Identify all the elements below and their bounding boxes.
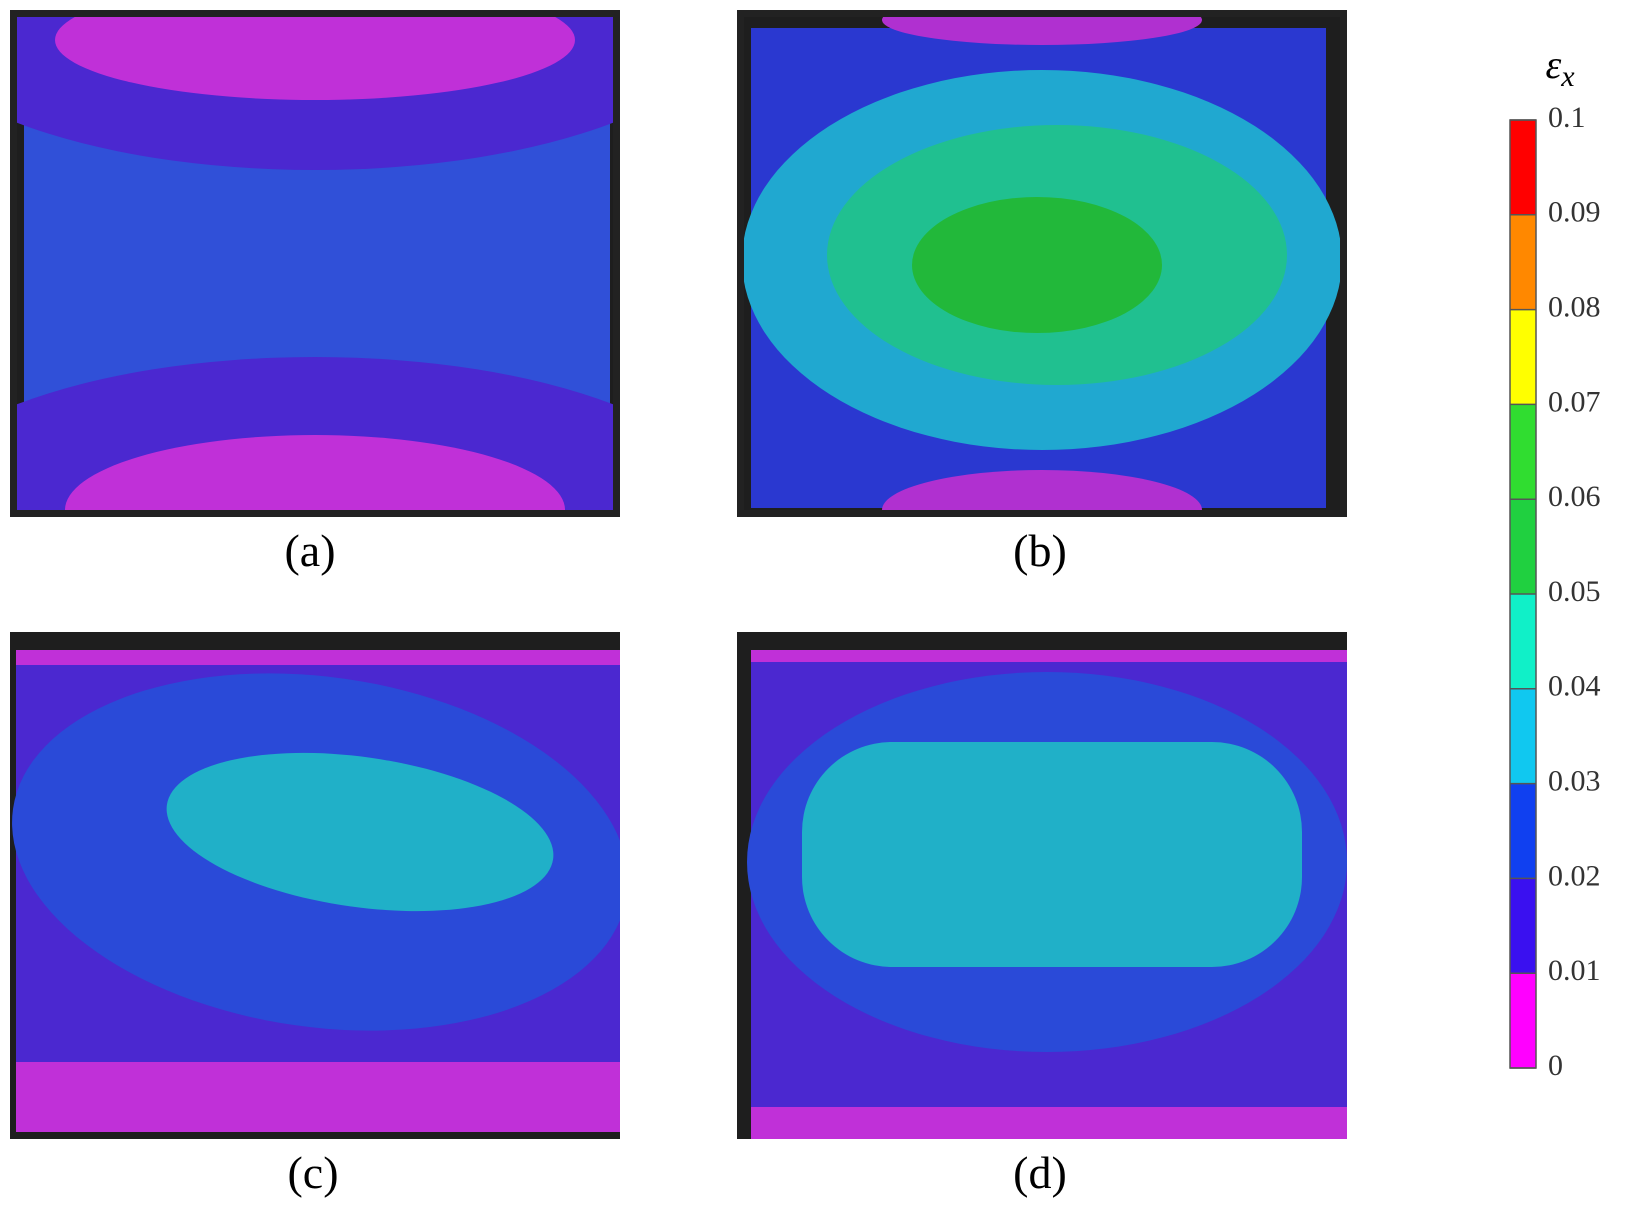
colorbar-band bbox=[1510, 214, 1536, 310]
colorbar-tick-label: 0.03 bbox=[1548, 764, 1601, 797]
colorbar-band bbox=[1510, 594, 1536, 689]
colorbar-band bbox=[1510, 404, 1536, 500]
panel-image bbox=[10, 632, 620, 1139]
colorbar-tick-label: 0.07 bbox=[1548, 385, 1601, 418]
colorbar-band bbox=[1510, 688, 1536, 784]
panel-image bbox=[10, 10, 620, 517]
colorbar-tick-label: 0.1 bbox=[1548, 101, 1586, 134]
panel-image bbox=[737, 10, 1347, 517]
panel-label: (b) bbox=[1013, 525, 1067, 576]
colorbar-tick-label: 0.06 bbox=[1548, 480, 1601, 513]
colorbar-band bbox=[1510, 499, 1536, 594]
colorbar-tick-label: 0.02 bbox=[1548, 859, 1601, 892]
panel-label: (d) bbox=[1013, 1147, 1067, 1198]
panel-label: (c) bbox=[287, 1147, 338, 1198]
panel-image bbox=[737, 632, 1347, 1139]
colorbar-tick-label: 0.04 bbox=[1548, 670, 1601, 703]
colorbar-title: εx bbox=[1545, 42, 1575, 93]
colorbar-tick-label: 0.05 bbox=[1548, 575, 1601, 608]
colorbar-band bbox=[1510, 120, 1536, 215]
colorbar-tick-label: 0.08 bbox=[1548, 290, 1601, 323]
colorbar-tick-label: 0 bbox=[1548, 1049, 1563, 1082]
colorbar-band bbox=[1510, 878, 1536, 974]
colorbar: 0 0.01 0.02 0.03 0.04 0.05 0.06 0.07 0.08 0.09 0.1 bbox=[1509, 101, 1601, 1082]
panel-label: (a) bbox=[284, 525, 335, 576]
colorbar-tick-label: 0.09 bbox=[1548, 196, 1601, 229]
colorbar-band bbox=[1510, 973, 1536, 1068]
colorbar-band bbox=[1510, 783, 1536, 879]
colorbar-band bbox=[1510, 309, 1536, 405]
colorbar-tick-label: 0.01 bbox=[1548, 954, 1601, 987]
